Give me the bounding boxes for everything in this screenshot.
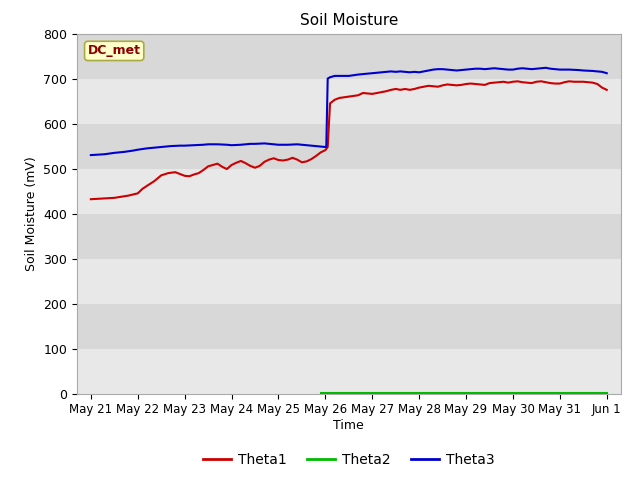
Theta1 (490, 80, 498, 85)
Theta1 (246, 163, 254, 169)
Line: Theta1: Theta1 (91, 81, 607, 199)
Bar (77, 303, 621, 348)
Line: Theta3: Theta3 (91, 68, 607, 155)
Bar (77, 123, 621, 168)
Theta3 (298, 142, 306, 148)
Bar (77, 214, 621, 259)
Theta1 (134, 191, 141, 196)
Text: DC_met: DC_met (88, 44, 141, 58)
Theta1 (359, 90, 367, 96)
Theta3 (579, 68, 587, 73)
Theta3 (542, 65, 550, 71)
X-axis label: Time: Time (333, 419, 364, 432)
Theta3 (321, 144, 329, 150)
Bar (77, 34, 621, 79)
Bar (77, 259, 621, 303)
Theta3 (392, 69, 399, 75)
Theta1 (157, 172, 165, 178)
Theta1 (514, 78, 522, 84)
Theta3 (204, 142, 212, 147)
Title: Soil Moisture: Soil Moisture (300, 13, 398, 28)
Theta1 (401, 86, 409, 92)
Bar (77, 168, 621, 214)
Theta3 (603, 70, 611, 76)
Bar (77, 348, 621, 394)
Theta1 (87, 196, 95, 202)
Bar (77, 79, 621, 123)
Legend: Theta1, Theta2, Theta3: Theta1, Theta2, Theta3 (197, 447, 500, 472)
Y-axis label: Soil Moisture (mV): Soil Moisture (mV) (24, 156, 38, 271)
Theta2 (317, 390, 324, 396)
Theta2 (603, 390, 611, 396)
Theta1 (603, 87, 611, 93)
Theta3 (293, 142, 301, 147)
Theta3 (87, 152, 95, 158)
